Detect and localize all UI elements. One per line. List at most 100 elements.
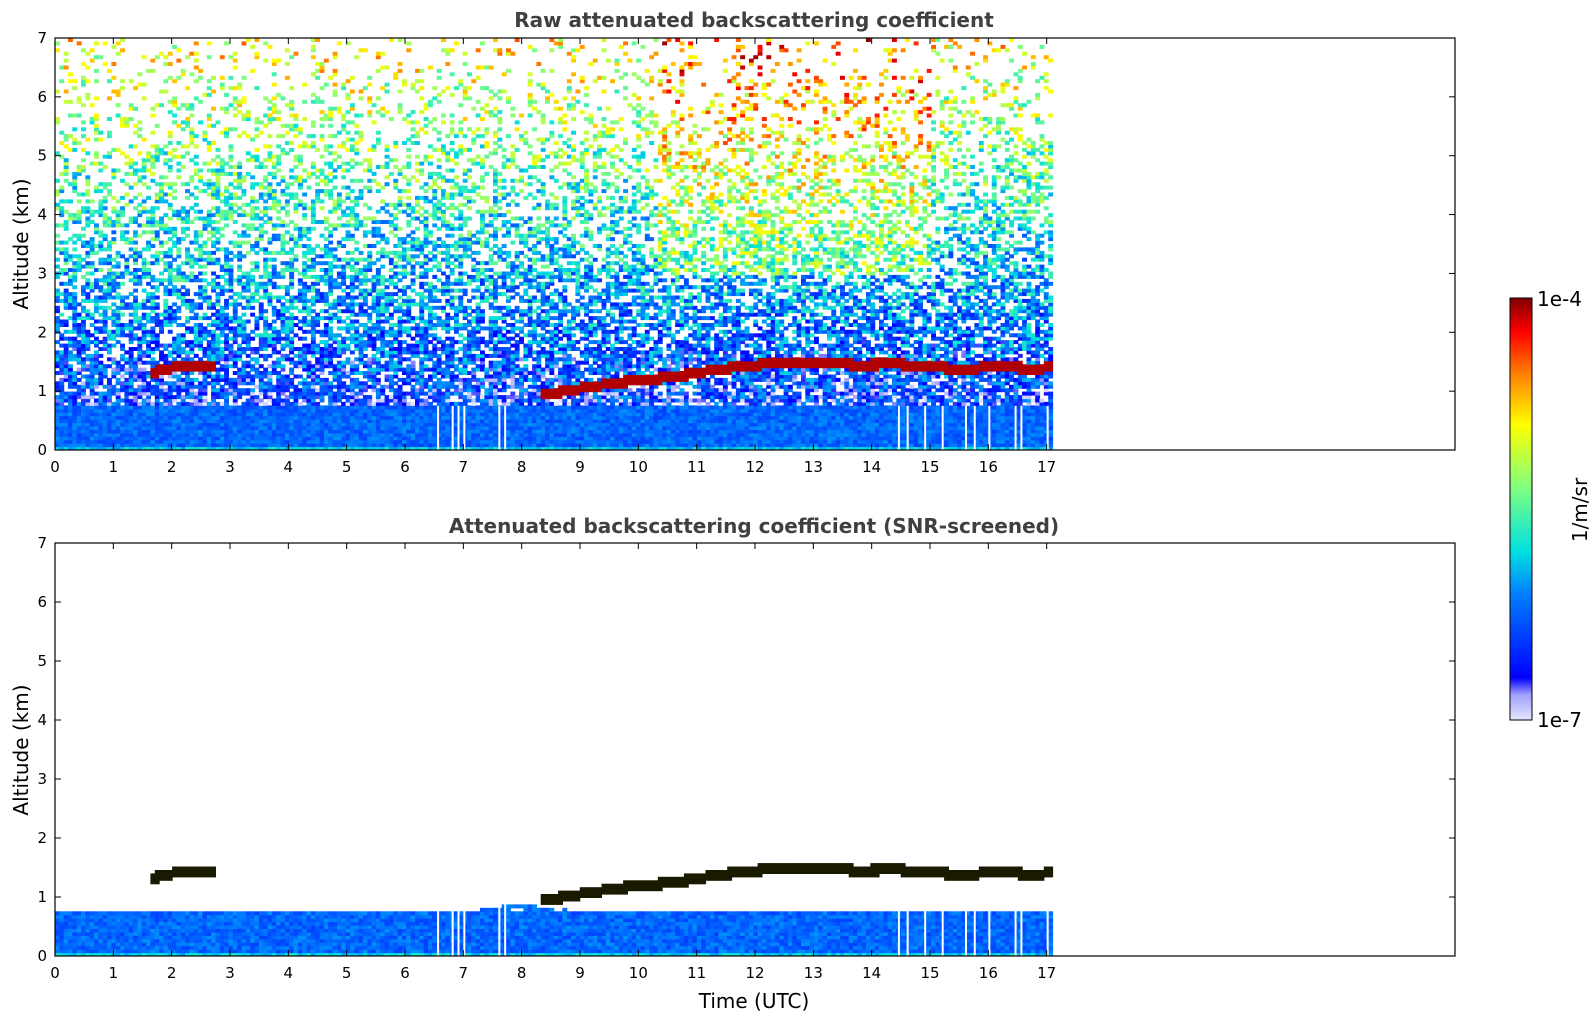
heatmap-cell [206,55,212,60]
heatmap-cell [267,151,273,156]
heatmap-cell [124,302,130,307]
heatmap-cell [332,202,338,207]
heatmap-cell [98,182,104,187]
heatmap-cell [146,271,151,276]
heatmap-cell [254,199,260,204]
heatmap-cell [163,371,169,375]
heatmap-cell [328,305,334,310]
heatmap-cell [176,350,182,355]
heatmap-cell [224,436,229,441]
heatmap-cell [250,329,256,334]
heatmap-cell [102,292,108,297]
heatmap-cell [297,281,303,286]
heatmap-cell [276,298,282,303]
heatmap-cell [107,364,112,369]
heatmap-cell [284,343,290,348]
heatmap-cell [384,398,390,403]
heatmap-cell [284,419,290,424]
heatmap-cell [367,408,373,413]
heatmap-cell [211,305,216,310]
heatmap-cell [358,195,364,200]
heatmap-cell [293,316,299,321]
heatmap-cell [380,165,386,169]
heatmap-cell [362,281,368,286]
heatmap-cell [72,79,78,84]
heatmap-cell [68,257,73,262]
heatmap-cell [406,408,412,413]
heatmap-cell [371,147,377,152]
heatmap-cell [224,446,229,450]
heatmap-cell [163,391,169,396]
heatmap-cell [193,412,199,417]
heatmap-cell [172,113,177,118]
heatmap-cell [154,147,160,152]
heatmap-cell [406,240,412,245]
heatmap-cell [224,415,229,420]
heatmap-cell [280,336,286,341]
heatmap-cell [367,419,373,424]
heatmap-cell [241,381,247,386]
heatmap-cell [167,422,173,427]
heatmap-cell [120,38,125,42]
heatmap-cell [297,233,303,238]
heatmap-cell [215,309,221,314]
heatmap-cell [124,154,130,159]
heatmap-cell [293,244,299,248]
heatmap-cell [328,292,334,297]
heatmap-cell [76,99,82,104]
heatmap-cell [128,312,134,317]
heatmap-cell [341,422,347,427]
heatmap-cell [345,439,351,444]
heatmap-cell [345,41,351,46]
heatmap-cell [185,340,190,345]
heatmap-cell [72,412,78,417]
heatmap-cell [241,429,247,434]
heatmap-cell [302,261,308,266]
heatmap-cell [289,319,295,324]
heatmap-cell [215,213,221,218]
heatmap-cell [172,432,177,437]
heatmap-cell [193,240,199,245]
heatmap-cell [85,137,91,142]
heatmap-cell [237,374,243,379]
heatmap-cell [185,364,190,369]
heatmap-cell [55,405,60,410]
heatmap-cell [198,302,203,307]
heatmap-cell [341,274,347,279]
heatmap-cell [232,202,238,207]
heatmap-cell [367,374,373,379]
heatmap-cell [341,175,347,180]
heatmap-cell [241,336,247,341]
heatmap-cell [115,381,121,386]
heatmap-cell [81,436,86,441]
heatmap-cell [228,213,234,218]
heatmap-cell [85,220,91,224]
heatmap-cell [289,123,295,128]
heatmap-cell [280,343,286,348]
heatmap-cell [128,436,134,441]
heatmap-cell [280,401,286,406]
heatmap-cell [198,395,203,400]
heatmap-cell [388,377,394,382]
heatmap-cell [146,216,151,221]
heatmap-cell [115,446,121,450]
heatmap-cell [254,127,260,132]
heatmap-cell [319,199,325,204]
heatmap-cell [402,264,407,269]
heatmap-cell [141,419,147,424]
heatmap-cell [402,408,407,413]
heatmap-cell [76,323,82,327]
heatmap-cell [402,381,407,386]
heatmap-cell [293,398,299,403]
heatmap-cell [319,329,325,334]
heatmap-cell [163,254,169,259]
heatmap-cell [133,443,138,448]
heatmap-cell [258,161,264,166]
heatmap-cell [393,388,399,393]
heatmap-cell [154,405,160,410]
heatmap-cell [59,388,65,393]
heatmap-cell [258,316,264,321]
heatmap-cell [120,48,125,53]
heatmap-cell [306,398,312,403]
heatmap-cell [167,353,173,358]
